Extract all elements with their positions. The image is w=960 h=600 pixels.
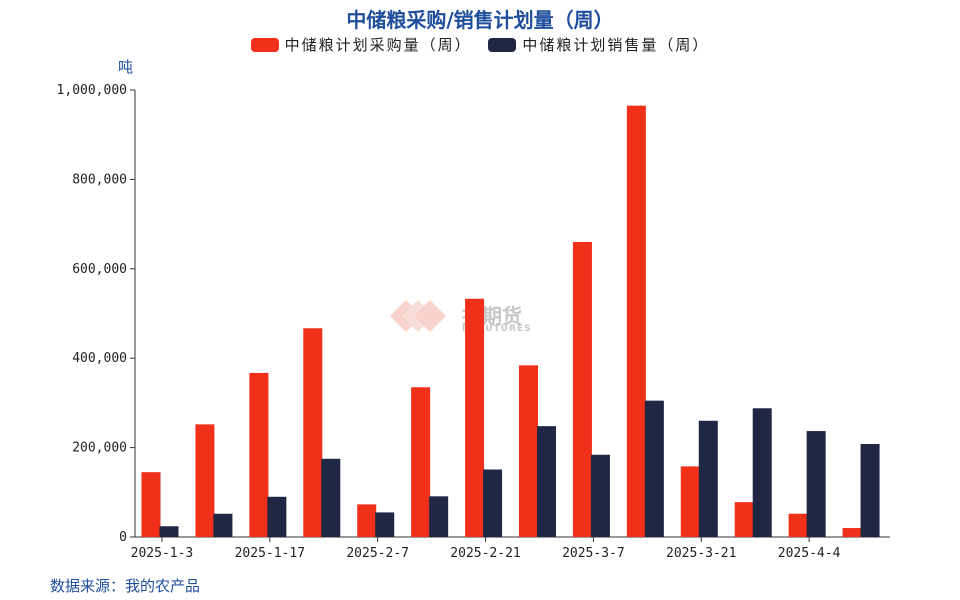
x-tick-label: 2025-3-21	[666, 546, 736, 561]
purchase-bar	[572, 241, 592, 538]
purchase-bar	[141, 472, 161, 537]
purchase-bar	[411, 387, 431, 537]
x-tick-label: 2025-2-21	[450, 546, 520, 561]
purchase-bar	[519, 365, 538, 537]
legend-item-purchase[interactable]: 中储粮计划采购量（周）	[250, 34, 472, 55]
y-tick-label: 600,000	[72, 262, 127, 277]
legend-label-purchase: 中储粮计划采购量（周）	[284, 36, 472, 54]
sales-bar	[860, 444, 880, 537]
watermark-subtext: IC FUTURES	[462, 324, 532, 334]
purchase-bar	[842, 528, 862, 537]
purchase-bar	[465, 298, 485, 537]
purchase-bar	[195, 424, 215, 537]
y-tick-label: 400,000	[72, 351, 127, 366]
sales-bar	[590, 454, 610, 537]
sales-bar	[159, 526, 179, 537]
sales-bar	[429, 496, 449, 537]
sales-bar	[537, 426, 556, 537]
sales-bar	[321, 458, 341, 537]
y-tick-label: 200,000	[72, 441, 127, 456]
chart-title: 中储粮采购/销售计划量（周）	[346, 8, 614, 32]
sales-bar	[644, 400, 664, 537]
y-tick-label: 0	[119, 530, 127, 545]
sales-bar	[483, 469, 503, 537]
purchase-bar	[734, 502, 754, 537]
sales-bar	[213, 513, 233, 537]
x-tick-label: 2025-1-17	[235, 546, 305, 561]
legend-swatch-purchase	[250, 37, 279, 52]
watermark-logo-icon	[390, 300, 446, 332]
legend-item-sales[interactable]: 中储粮计划销售量（周）	[488, 34, 709, 55]
sales-bar	[806, 431, 826, 537]
sales-bar	[698, 420, 718, 537]
purchase-bar	[249, 372, 269, 537]
x-tick-label: 2025-1-3	[131, 546, 194, 561]
legend: 中储粮计划采购量（周） 中储粮计划销售量（周）	[0, 34, 960, 56]
legend-swatch-sales	[488, 37, 517, 52]
data-source-note: 数据来源：我的农产品	[50, 577, 201, 595]
x-tick-label: 2025-4-4	[778, 546, 841, 561]
purchase-bar	[303, 328, 323, 537]
x-tick-label: 2025-3-7	[562, 546, 625, 561]
purchase-bar	[680, 466, 700, 537]
legend-label-sales: 中储粮计划销售量（周）	[522, 36, 710, 54]
purchase-bar	[626, 105, 646, 538]
sales-bar	[375, 512, 395, 537]
y-axis-unit-label: 吨	[118, 58, 134, 76]
sales-bar	[752, 408, 772, 537]
sales-bar	[267, 496, 287, 537]
x-tick-label: 2025-2-7	[346, 546, 409, 561]
y-tick-label: 800,000	[72, 172, 127, 187]
purchase-bar	[357, 504, 377, 537]
purchase-bar	[788, 513, 808, 537]
y-tick-label: 1,000,000	[57, 83, 127, 98]
